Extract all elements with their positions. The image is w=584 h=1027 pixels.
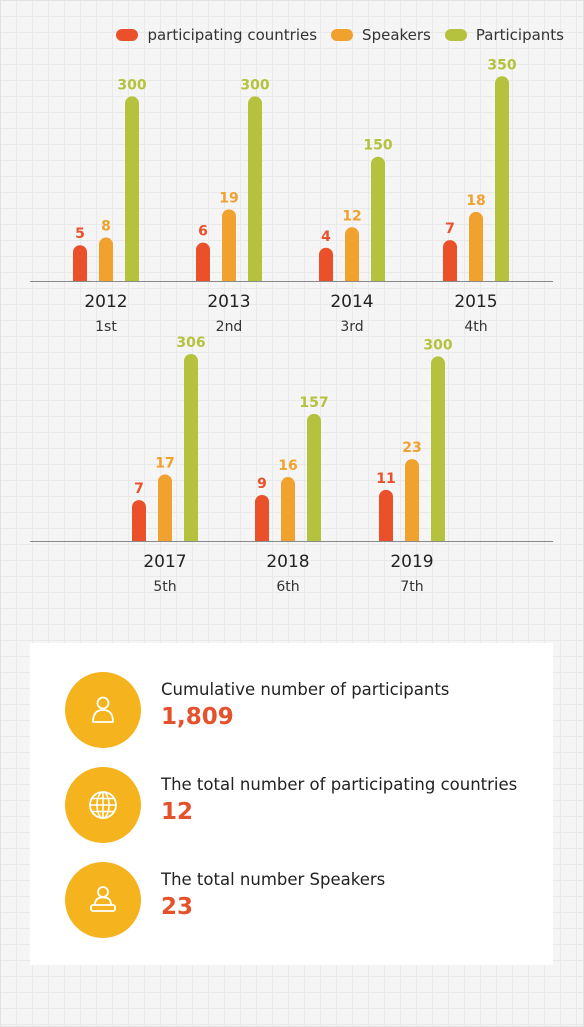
stat-label: The total number Speakers	[161, 870, 386, 889]
data-label-countries-2019: 11	[376, 471, 395, 487]
bar-participants-2012	[125, 96, 139, 282]
x-tick-edition-2015: 4th	[464, 319, 487, 335]
legend-swatch-countries	[116, 29, 139, 41]
data-label-countries-2013: 6	[198, 224, 208, 240]
bar-countries-2012	[73, 245, 87, 281]
data-label-participants-2018: 157	[299, 395, 328, 411]
x-tick-year-2012: 2012	[84, 292, 127, 312]
x-tick-year-2013: 2013	[207, 292, 250, 312]
bar-speakers-2018	[281, 477, 295, 541]
legend-swatch-speakers	[331, 29, 354, 41]
data-label-participants-2014: 150	[363, 138, 392, 154]
legend-label-speakers: Speakers	[362, 26, 431, 44]
bar-speakers-2019	[405, 459, 419, 541]
globe-icon	[65, 767, 141, 843]
stat-label: The total number of participating countr…	[161, 775, 518, 794]
data-label-speakers-2019: 23	[402, 440, 421, 456]
stat-value: 12	[161, 799, 194, 825]
data-label-speakers-2014: 12	[342, 208, 361, 224]
x-tick-edition-2018: 6th	[276, 579, 299, 595]
stat-value: 1,809	[161, 704, 234, 730]
x-tick-edition-2014: 3rd	[340, 319, 363, 335]
legend-label-participants: Participants	[475, 26, 564, 44]
bar-speakers-2012	[99, 237, 113, 281]
x-tick-edition-2013: 2nd	[216, 319, 243, 335]
x-tick-year-2014: 2014	[330, 292, 373, 312]
bar-chart: 5 830020121st61930020132nd41215020143rd71…	[30, 57, 553, 595]
legend-item-speakers: Speakers	[331, 26, 431, 44]
x-tick-year-2017: 2017	[143, 552, 186, 572]
bar-participants-2017	[184, 353, 198, 541]
data-label-countries-2012: 5	[75, 226, 85, 242]
bar-speakers-2014	[345, 227, 359, 281]
x-tick-year-2018: 2018	[266, 552, 309, 572]
bar-countries-2014	[319, 247, 333, 281]
bar-participants-2018	[307, 413, 321, 541]
user-icon	[65, 672, 141, 748]
bar-countries-2013	[196, 242, 210, 281]
bar-participants-2019	[431, 356, 445, 541]
bar-speakers-2017	[158, 474, 172, 541]
data-label-countries-2015: 7	[445, 221, 455, 237]
data-label-participants-2012: 300	[117, 77, 146, 93]
data-label-participants-2013: 300	[240, 77, 269, 93]
x-tick-edition-2017: 5th	[153, 579, 176, 595]
data-label-speakers-2015: 18	[466, 193, 485, 209]
bar-countries-2015	[443, 240, 458, 281]
bar-participants-2013	[248, 96, 262, 282]
x-tick-year-2019: 2019	[390, 552, 433, 572]
data-label-countries-2018: 9	[257, 476, 267, 492]
data-label-speakers-2018: 16	[278, 458, 297, 474]
x-tick-year-2015: 2015	[454, 292, 497, 312]
bar-participants-2014	[371, 156, 385, 281]
data-label-participants-2019: 300	[423, 337, 452, 353]
bar-speakers-2013	[222, 209, 236, 281]
legend-item-participants: Participants	[444, 26, 564, 44]
data-label-participants-2015: 350	[487, 57, 516, 73]
x-tick-edition-2012: 1st	[95, 319, 117, 335]
bar-countries-2017	[132, 500, 146, 541]
data-label-countries-2014: 4	[321, 229, 331, 245]
legend-label-countries: participating countries	[147, 26, 318, 44]
chart-legend: participating countries Speakers Partici…	[102, 26, 564, 44]
data-label-participants-2017: 306	[176, 335, 205, 351]
legend-swatch-participants	[444, 29, 467, 41]
stats-card: Cumulative number of participants 1,809 …	[30, 643, 553, 965]
data-label-speakers-2013: 19	[219, 190, 238, 206]
data-label-countries-2017: 7	[134, 481, 144, 497]
data-label-speakers-2012: 8	[101, 219, 111, 235]
data-label-speakers-2017: 17	[155, 455, 174, 471]
legend-item-countries: participating countries	[116, 26, 317, 44]
stat-value: 23	[161, 894, 194, 920]
bar-participants-2015	[495, 76, 509, 281]
speaker-icon	[65, 862, 141, 938]
bar-speakers-2015	[469, 211, 483, 281]
x-tick-edition-2019: 7th	[400, 579, 423, 595]
bar-countries-2019	[379, 489, 393, 541]
bar-countries-2018	[255, 494, 269, 541]
stat-label: Cumulative number of participants	[161, 680, 450, 699]
